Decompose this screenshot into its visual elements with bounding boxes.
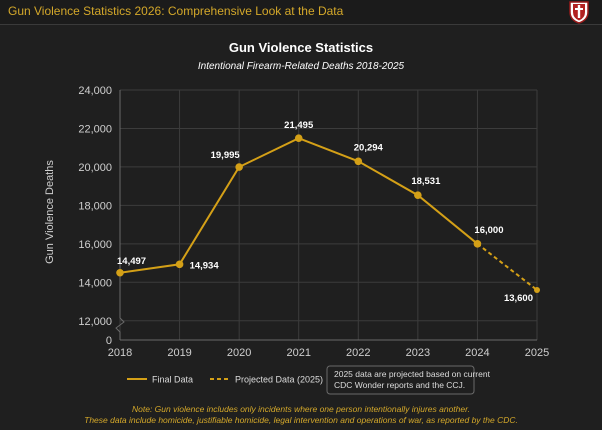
axis-break-mark	[115, 317, 125, 340]
footnote: Note: Gun violence includes only inciden…	[0, 404, 602, 426]
shield-logo-icon	[569, 1, 589, 24]
x-tick-label: 2021	[286, 347, 310, 359]
line-chart: Gun Violence Statistics Intentional Fire…	[44, 40, 549, 395]
footnote-line-1: Note: Gun violence includes only inciden…	[132, 404, 470, 414]
x-tick-label: 2023	[406, 347, 430, 359]
data-label: 21,495	[284, 120, 314, 131]
footnote-line-2: These data include homicide, justifiable…	[84, 415, 518, 425]
data-label: 18,531	[411, 176, 441, 187]
data-point	[534, 287, 540, 293]
y-tick-label: 16,000	[78, 239, 112, 251]
data-label: 14,497	[117, 256, 146, 267]
legend-projected-label: Projected Data (2025)	[235, 375, 323, 385]
note-line-1: 2025 data are projected based on current	[334, 369, 491, 379]
data-label: 14,934	[190, 260, 220, 271]
data-label: 19,995	[211, 150, 241, 161]
series-line-projected	[476, 243, 538, 291]
chart-subtitle: Intentional Firearm-Related Deaths 2018-…	[198, 61, 405, 72]
data-point	[235, 163, 243, 171]
data-point	[414, 191, 422, 199]
top-bar: Gun Violence Statistics 2026: Comprehens…	[0, 0, 602, 25]
note-line-2: CDC Wonder reports and the CCJ.	[334, 380, 465, 390]
x-tick-label: 2018	[108, 347, 132, 359]
x-tick-label: 2022	[346, 347, 370, 359]
chart-title: Gun Violence Statistics	[229, 40, 373, 55]
y-axis-label: Gun Violence Deaths	[44, 160, 56, 264]
y-tick-label: 0	[106, 335, 112, 347]
y-tick-label: 12,000	[78, 316, 112, 328]
grid	[119, 89, 538, 340]
legend: Final Data Projected Data (2025)	[127, 375, 323, 385]
legend-final-label: Final Data	[152, 375, 193, 385]
data-label: 20,294	[354, 142, 384, 153]
axes: 0 12,000 14,000 16,000 18,000 20,000 22,000 24,…	[78, 85, 549, 359]
data-point	[294, 134, 303, 142]
y-tick-label: 18,000	[78, 200, 112, 212]
data-point	[354, 157, 363, 166]
y-tick-label: 20,000	[78, 162, 112, 174]
y-tick-label: 24,000	[78, 85, 112, 97]
data-labels: 14,497 14,934 19,995 21,495 20,294 18,531 16,0…	[117, 120, 533, 304]
x-tick-label: 2024	[465, 347, 489, 359]
data-point	[175, 260, 184, 269]
data-label: 16,000	[474, 225, 503, 236]
data-point	[116, 268, 124, 277]
y-tick-label: 22,000	[78, 123, 112, 135]
data-label: 13,600	[504, 293, 533, 304]
series	[116, 134, 540, 293]
y-tick-label: 14,000	[78, 277, 112, 289]
x-tick-label: 2019	[167, 347, 191, 359]
x-tick-label: 2025	[525, 347, 549, 359]
x-tick-label: 2020	[227, 347, 251, 359]
note-box: 2025 data are projected based on current…	[326, 365, 491, 395]
page-title: Gun Violence Statistics 2026: Comprehens…	[8, 4, 344, 18]
